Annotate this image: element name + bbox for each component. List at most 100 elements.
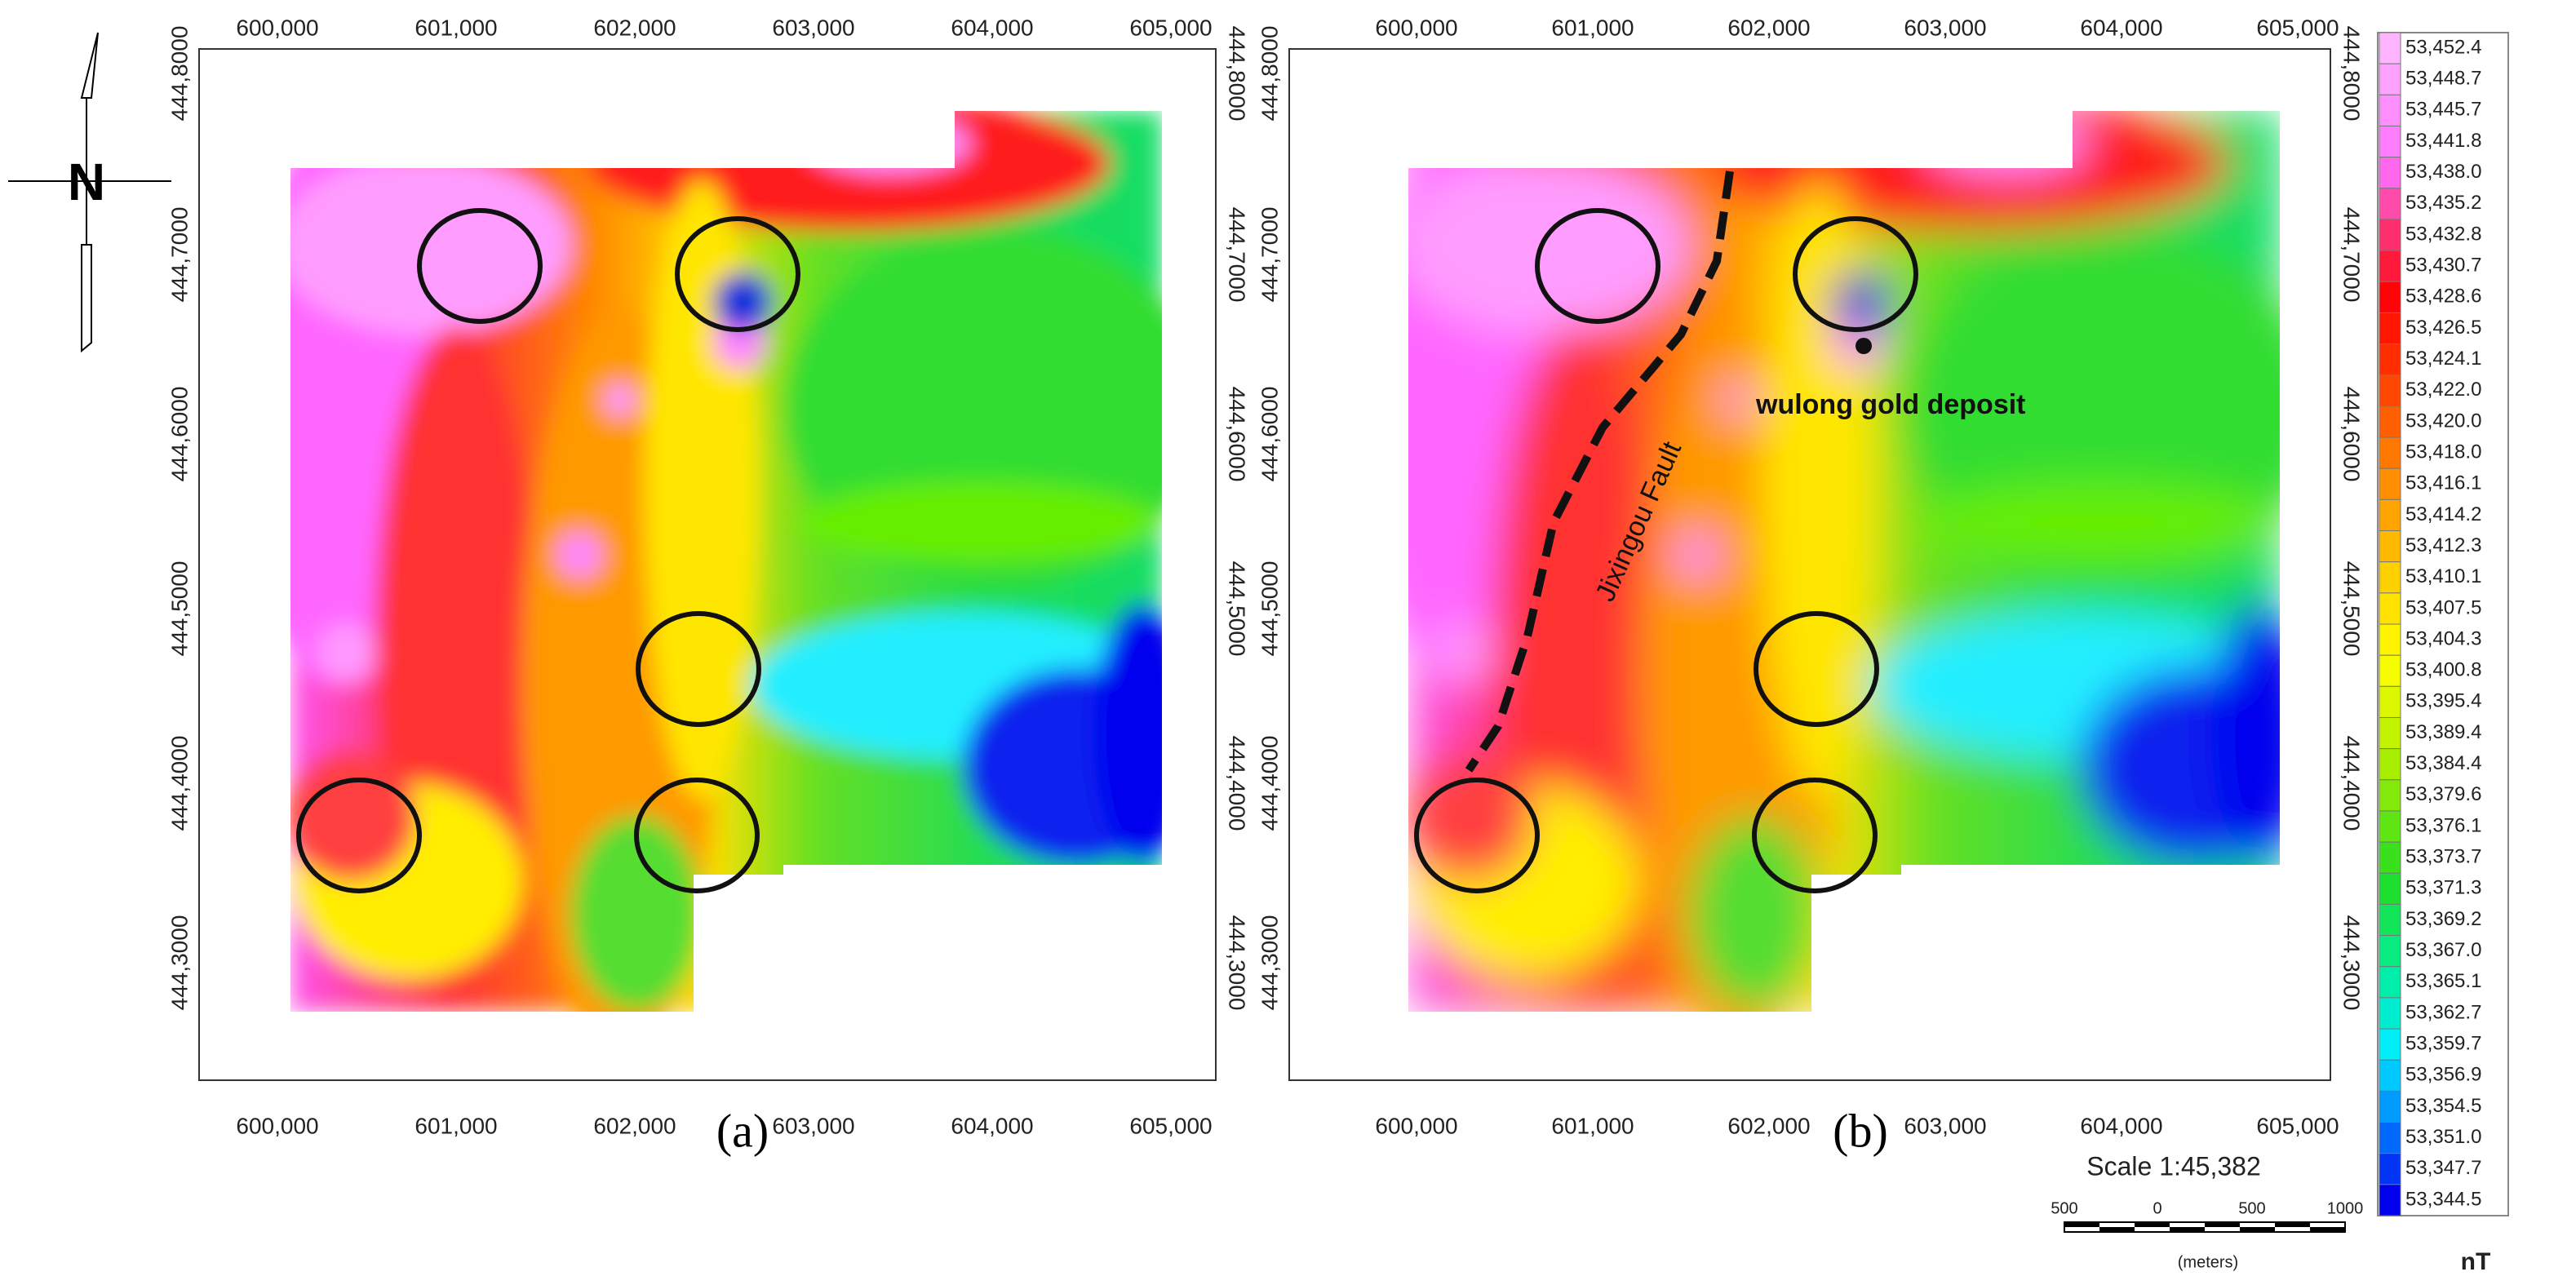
map-panel: 600,000 600,000 601,000 601,000 602,000 602,0… bbox=[1257, 15, 2364, 1157]
x-tick-label: 605,000 bbox=[2256, 15, 2339, 40]
y-tick-label: 444,4000 bbox=[2339, 736, 2365, 831]
legend-swatch bbox=[2379, 935, 2401, 968]
field-spot bbox=[713, 273, 772, 331]
legend-swatch bbox=[2379, 498, 2401, 532]
x-tick-label: 600,000 bbox=[1375, 15, 1457, 40]
legend-swatch bbox=[2379, 685, 2401, 718]
legend-label: 53,441.8 bbox=[2405, 130, 2481, 152]
field-spot bbox=[556, 532, 602, 578]
x-tick-label: 601,000 bbox=[415, 15, 497, 40]
legend-swatch bbox=[2379, 748, 2401, 781]
x-tick-label: 603,000 bbox=[1904, 15, 1986, 40]
legend-swatch bbox=[2379, 716, 2401, 750]
magnetic-field bbox=[1408, 111, 2280, 1012]
legend-swatch bbox=[2379, 374, 2401, 407]
legend-label: 53,414.2 bbox=[2405, 503, 2481, 525]
y-tick-label: 444,8000 bbox=[2339, 26, 2365, 122]
legend-label: 53,356.9 bbox=[2405, 1064, 2481, 1086]
legend-label: 53,365.1 bbox=[2405, 970, 2481, 992]
legend-swatch bbox=[2379, 592, 2401, 625]
field-spot bbox=[1674, 532, 1720, 578]
legend-label: 53,359.7 bbox=[2405, 1032, 2481, 1054]
y-tick-label: 444,7000 bbox=[166, 207, 192, 303]
map-panel: 600,000 600,000 601,000 601,000 602,000 602,0… bbox=[166, 15, 1249, 1157]
legend-label: 53,400.8 bbox=[2405, 659, 2481, 681]
legend-label: 53,384.4 bbox=[2405, 752, 2481, 774]
legend-swatch bbox=[2379, 467, 2401, 500]
legend-label: 53,435.2 bbox=[2405, 192, 2481, 214]
legend-label: 53,407.5 bbox=[2405, 596, 2481, 618]
legend-label: 53,416.1 bbox=[2405, 472, 2481, 494]
legend-label: 53,344.5 bbox=[2405, 1188, 2481, 1210]
field-blob bbox=[1926, 114, 2089, 173]
legend-label: 53,430.7 bbox=[2405, 255, 2481, 277]
y-tick-label: 444,6000 bbox=[166, 387, 192, 482]
y-tick-label: 444,8000 bbox=[1225, 26, 1250, 122]
legend-label: 53,438.0 bbox=[2405, 161, 2481, 183]
x-tick-label: 602,000 bbox=[593, 1113, 676, 1138]
y-tick-label: 444,5000 bbox=[1257, 561, 1282, 657]
y-tick-label: 444,7000 bbox=[2339, 207, 2365, 303]
x-tick-label: 600,000 bbox=[1375, 1113, 1457, 1138]
legend-label: 53,389.4 bbox=[2405, 721, 2481, 743]
legend-swatch bbox=[2379, 1090, 2401, 1123]
scale-segment bbox=[2064, 1222, 2099, 1227]
magnetic-field bbox=[290, 111, 1162, 1012]
scale-title: Scale 1:45,382 bbox=[2086, 1151, 2261, 1181]
field-blob bbox=[1918, 481, 2277, 563]
y-tick-label: 444,6000 bbox=[1257, 387, 1282, 482]
legend-label: 53,448.7 bbox=[2405, 68, 2481, 90]
legend-swatch bbox=[2379, 312, 2401, 345]
legend-label: 53,373.7 bbox=[2405, 846, 2481, 868]
y-tick-label: 444,6000 bbox=[1225, 387, 1250, 482]
y-tick-label: 444,7000 bbox=[1257, 207, 1282, 303]
legend-unit: nT bbox=[2461, 1248, 2491, 1275]
anomaly-circle bbox=[636, 611, 761, 727]
legend-swatch bbox=[2379, 779, 2401, 812]
north-label: N bbox=[68, 153, 105, 211]
map-frame bbox=[198, 48, 1217, 1081]
scale-tick-label: 1000 bbox=[2327, 1199, 2364, 1217]
x-tick-label: 603,000 bbox=[1904, 1113, 1986, 1138]
scale-segment bbox=[2205, 1222, 2240, 1227]
legend-swatch bbox=[2379, 1184, 2401, 1216]
legend-label: 53,404.3 bbox=[2405, 627, 2481, 649]
x-tick-label: 601,000 bbox=[415, 1113, 497, 1138]
legend-label: 53,412.3 bbox=[2405, 534, 2481, 556]
x-tick-label: 605,000 bbox=[1129, 15, 1212, 40]
legend-label: 53,367.0 bbox=[2405, 939, 2481, 961]
north-arrow: N bbox=[8, 32, 171, 353]
x-tick-label: 604,000 bbox=[951, 15, 1033, 40]
field-blob bbox=[808, 114, 971, 173]
legend-swatch bbox=[2379, 903, 2401, 937]
legend-swatch bbox=[2379, 281, 2401, 313]
legend-swatch bbox=[2379, 1028, 2401, 1061]
legend-label: 53,452.4 bbox=[2405, 36, 2481, 58]
x-tick-label: 601,000 bbox=[1551, 15, 1634, 40]
y-tick-label: 444,5000 bbox=[2339, 561, 2365, 657]
anomaly-circle bbox=[296, 778, 422, 893]
field-colors bbox=[290, 111, 1162, 1012]
legend-label: 53,395.4 bbox=[2405, 690, 2481, 712]
legend-label: 53,410.1 bbox=[2405, 565, 2481, 587]
scale-tick-label: 500 bbox=[2238, 1199, 2265, 1217]
x-tick-label: 604,000 bbox=[2080, 15, 2162, 40]
field-spot bbox=[1722, 383, 1754, 416]
deposit-marker bbox=[1856, 338, 1872, 354]
anomaly-circle bbox=[1793, 216, 1918, 332]
legend-swatch bbox=[2379, 32, 2401, 64]
legend-swatch bbox=[2379, 841, 2401, 874]
legend-label: 53,379.6 bbox=[2405, 783, 2481, 805]
legend-label: 53,426.5 bbox=[2405, 317, 2481, 339]
field-blob bbox=[1093, 604, 1162, 865]
legend-swatch bbox=[2379, 561, 2401, 594]
scale-segment bbox=[2310, 1227, 2345, 1232]
field-spot bbox=[604, 383, 636, 416]
legend-swatch bbox=[2379, 530, 2401, 563]
legend-label: 53,420.0 bbox=[2405, 410, 2481, 432]
field-blob bbox=[800, 481, 1159, 563]
x-tick-label: 605,000 bbox=[2256, 1113, 2339, 1138]
legend-label: 53,418.0 bbox=[2405, 441, 2481, 463]
x-tick-label: 600,000 bbox=[236, 15, 318, 40]
panel-caption: (b) bbox=[1833, 1104, 1888, 1157]
